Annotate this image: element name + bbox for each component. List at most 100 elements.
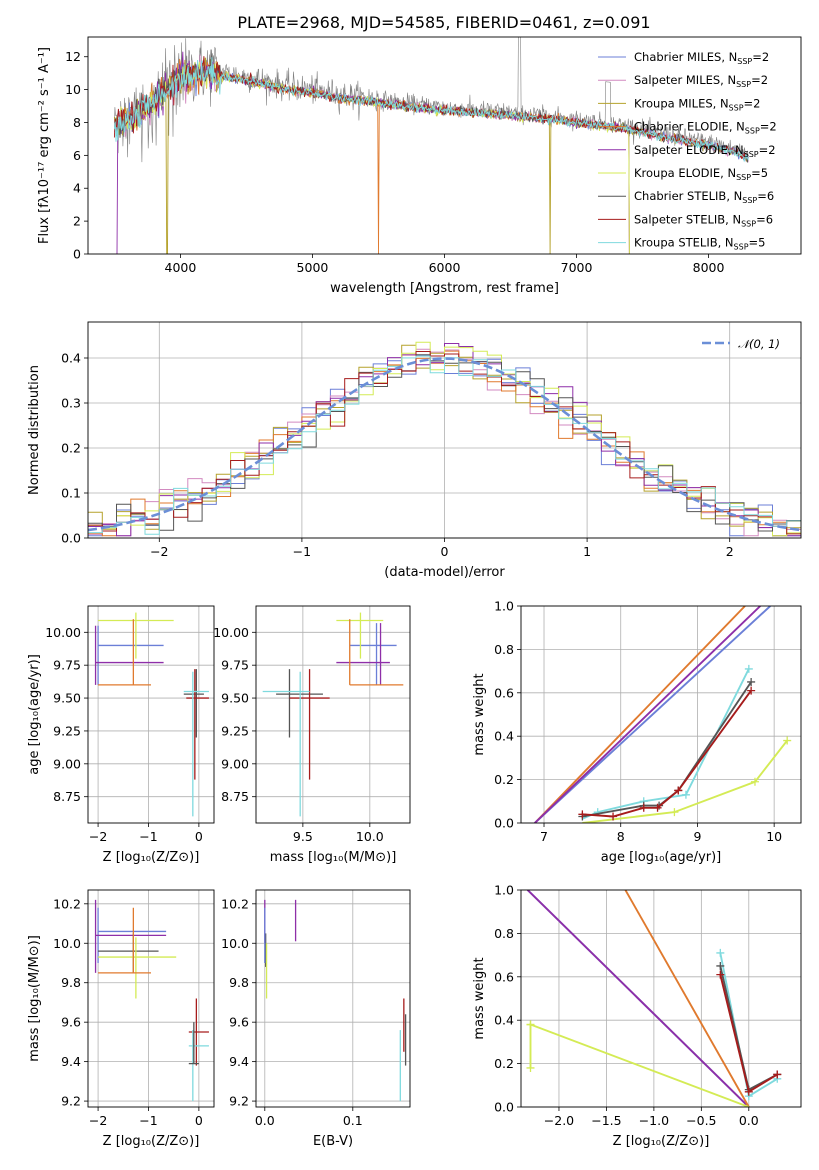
axes-spectrum: 4000 5000 6000 7000 8000 0 2 4 6 8 10 12 wavelength … — [37, 36, 802, 296]
massweight-marker-kroupa_elodie — [526, 1020, 535, 1029]
y-tick-label: 10.00 — [45, 625, 81, 640]
massweight-line-chabrier_elodie — [624, 890, 750, 1107]
massweight-marker-chabrier_stelib — [716, 961, 725, 970]
x-tick-label: −0.5 — [686, 1113, 716, 1128]
x-tick-label: 0.0 — [739, 1113, 759, 1128]
model-line-chabrier_elodie — [116, 58, 630, 254]
y-tick-label: 9.50 — [53, 691, 81, 706]
y-tick-label: 10.2 — [53, 896, 81, 911]
massweight-marker-salpeter_stelib — [609, 812, 618, 821]
x-axis-label: wavelength [Angstrom, rest frame] — [330, 281, 559, 296]
legend-entry-kroupa_elodie: Kroupa ELODIE, NSSP=5 — [634, 166, 768, 182]
axes-massweight_vs_age: 7 8 9 10 0.0 0.2 0.4 0.6 0.8 1.0 age [log₁₀(age/yr… — [472, 599, 802, 865]
y-tick-label: 8.75 — [221, 789, 249, 804]
y-tick-label: 8.75 — [53, 789, 81, 804]
y-tick-label: 10.0 — [221, 936, 249, 951]
x-axis-label: Z [log₁₀(Z/Z⊙)] — [613, 1134, 710, 1149]
massweight-marker-salpeter_stelib — [747, 686, 756, 695]
axes-mass_vs_Z: −2 −1 0 9.2 9.4 9.6 9.8 10.0 10.2 Z [log₁₀(Z/Z⊙)]… — [27, 889, 215, 1149]
x-tick-label: 4000 — [165, 260, 197, 275]
legend-entry-chabrier_elodie: Chabrier ELODIE, NSSP=2 — [634, 120, 777, 136]
x-tick-label: −2 — [150, 544, 168, 559]
plot-area-massweight_vs_age — [534, 606, 792, 823]
plot-area-spectrum — [113, 37, 749, 254]
massweight-line-salpeter_stelib — [582, 690, 752, 818]
y-tick-label: 6 — [73, 148, 81, 163]
y-axis-label: Flux [fλ10⁻¹⁷ erg cm⁻² s⁻¹ A⁻¹] — [37, 47, 52, 244]
legend-entry-salpeter_miles: Salpeter MILES, NSSP=2 — [634, 73, 768, 89]
massweight-marker-salpeter_stelib — [639, 803, 648, 812]
y-tick-label: 9.4 — [229, 1054, 249, 1069]
x-tick-label: 1 — [583, 544, 591, 559]
x-axis-label: Z [log₁₀(Z/Z⊙)] — [103, 1134, 200, 1149]
residual-legend: 𝒩(0, 1) — [702, 337, 780, 351]
y-tick-label: 0.1 — [61, 486, 81, 501]
massweight-marker-kroupa_elodie — [526, 1063, 535, 1072]
y-tick-label: 0.6 — [494, 969, 514, 984]
axes-mass_vs_ebv: 0.0 0.1 9.2 9.4 9.6 9.8 10.0 10.2 E(B-V) — [221, 889, 411, 1149]
x-axis-label: Z [log₁₀(Z/Z⊙)] — [103, 850, 200, 865]
massweight-marker-salpeter_stelib — [674, 786, 683, 795]
massweight-line-salpeter_elodie — [534, 606, 761, 823]
x-tick-label: 5000 — [297, 260, 329, 275]
y-tick-label: 1.0 — [494, 883, 514, 898]
y-axis-label: age [log₁₀(age/yr)] — [27, 654, 42, 775]
y-tick-label: 10 — [65, 82, 81, 97]
plot-area-residuals — [88, 341, 801, 537]
y-axis-label: mass weight — [472, 957, 487, 1039]
legend-entry-kroupa_miles: Kroupa MILES, NSSP=2 — [634, 96, 760, 112]
y-tick-label: 9.75 — [53, 658, 81, 673]
y-tick-label: 0 — [73, 247, 81, 262]
spectrum-title: PLATE=2968, MJD=54585, FIBERID=0461, z=0… — [237, 13, 650, 32]
massweight-line-chabrier_miles — [534, 606, 771, 823]
massweight-marker-salpeter_stelib — [773, 1070, 782, 1079]
axes-frame — [87, 889, 215, 1108]
y-tick-label: 2 — [73, 214, 81, 229]
x-tick-label: −2 — [89, 829, 107, 844]
y-tick-label: 9.2 — [61, 1094, 81, 1109]
massweight-marker-chabrier_stelib — [747, 677, 756, 686]
y-tick-label: 10.2 — [221, 896, 249, 911]
massweight-line-kroupa_stelib — [582, 668, 750, 820]
massweight-marker-salpeter_stelib — [716, 970, 725, 979]
y-tick-label: 9.2 — [229, 1094, 249, 1109]
legend-entry-gauss: 𝒩(0, 1) — [738, 337, 780, 351]
y-axis-label: mass [log₁₀(M/M⊙)] — [27, 935, 42, 1062]
plot-area-mass_vs_ebv — [264, 899, 407, 1102]
x-tick-label: 0.1 — [343, 1113, 363, 1128]
plot-area-age_vs_mass — [262, 612, 404, 817]
legend-entry-chabrier_miles: Chabrier MILES, NSSP=2 — [634, 50, 769, 66]
legend-entry-kroupa_stelib: Kroupa STELIB, NSSP=5 — [634, 236, 765, 252]
x-tick-label: 9.5 — [293, 829, 313, 844]
y-tick-label: 9.8 — [61, 975, 81, 990]
y-tick-label: 9.4 — [61, 1054, 81, 1069]
legend-entry-chabrier_stelib: Chabrier STELIB, NSSP=6 — [634, 189, 774, 205]
residual-histogram-salpeter_stelib — [88, 351, 801, 535]
x-tick-label: 0 — [195, 1113, 203, 1128]
axes-frame — [87, 36, 802, 255]
spectrum-legend: Chabrier MILES, NSSP=2 Salpeter MILES, NS… — [598, 50, 777, 252]
axes-frame — [520, 889, 802, 1108]
y-tick-label: 0.2 — [61, 441, 81, 456]
y-tick-label: 9.6 — [61, 1015, 81, 1030]
x-tick-label: 10.0 — [356, 829, 384, 844]
massweight-marker-kroupa_stelib — [681, 790, 690, 799]
x-tick-label: 0 — [441, 544, 449, 559]
x-tick-label: 8000 — [693, 260, 725, 275]
y-tick-label: 0.8 — [494, 642, 514, 657]
legend-entry-salpeter_elodie: Salpeter ELODIE, NSSP=2 — [634, 143, 776, 159]
massweight-line-salpeter_elodie — [526, 890, 750, 1107]
x-tick-label: 9 — [693, 829, 701, 844]
x-tick-label: −2 — [89, 1113, 107, 1128]
plot-area-mass_vs_Z — [94, 899, 209, 1102]
model-line-kroupa_stelib — [113, 57, 749, 163]
massweight-line-kroupa_elodie — [582, 739, 788, 823]
massweight-marker-salpeter_stelib — [744, 1087, 753, 1096]
residual-histogram-kroupa_stelib — [88, 355, 801, 535]
x-tick-label: −1 — [139, 829, 157, 844]
y-tick-label: 0.2 — [494, 772, 514, 787]
y-tick-label: 8 — [73, 115, 81, 130]
plot-area-age_vs_Z — [94, 612, 209, 817]
axes-frame — [87, 321, 802, 539]
